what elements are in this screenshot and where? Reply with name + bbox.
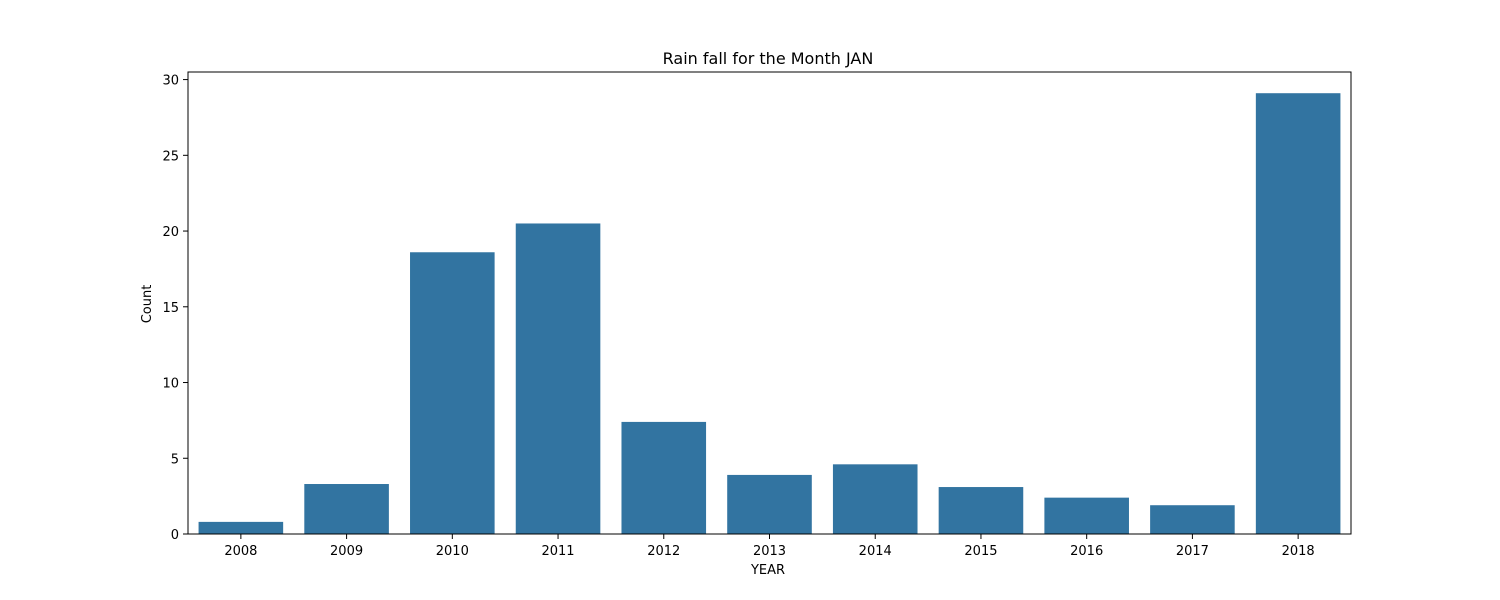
y-tick-label: 30 — [162, 74, 179, 89]
chart-title: Rain fall for the Month JAN — [663, 49, 874, 68]
bar-2009 — [304, 484, 389, 534]
bar-2017 — [1150, 505, 1235, 534]
x-axis-ticks: 2008 2009 2010 2011 2012 2013 2014 2015 2016 2017… — [224, 534, 1314, 559]
x-tick-label: 2009 — [330, 544, 363, 559]
bar-2016 — [1044, 498, 1129, 534]
x-axis-label: YEAR — [750, 563, 785, 578]
y-tick-label: 0 — [171, 528, 179, 543]
x-tick-label: 2012 — [647, 544, 680, 559]
y-tick-label: 10 — [162, 377, 179, 392]
x-tick-label: 2017 — [1176, 544, 1209, 559]
y-tick-label: 15 — [162, 301, 179, 316]
y-tick-label: 5 — [171, 452, 179, 467]
bar-2011 — [516, 223, 601, 534]
x-tick-label: 2011 — [541, 544, 574, 559]
bars-group — [199, 93, 1341, 534]
y-tick-label: 25 — [162, 149, 179, 164]
bar-2014 — [833, 464, 918, 534]
y-axis-label: Count — [140, 285, 155, 324]
bar-2010 — [410, 252, 495, 534]
plot-frame — [188, 72, 1351, 534]
y-tick-label: 20 — [162, 225, 179, 240]
bar-2018 — [1256, 93, 1341, 534]
x-tick-label: 2013 — [753, 544, 786, 559]
bar-2008 — [199, 522, 284, 534]
bar-2012 — [621, 422, 706, 534]
x-tick-label: 2015 — [964, 544, 997, 559]
x-tick-label: 2010 — [436, 544, 469, 559]
x-tick-label: 2016 — [1070, 544, 1103, 559]
bar-2015 — [939, 487, 1024, 534]
bar-2013 — [727, 475, 812, 534]
x-tick-label: 2008 — [224, 544, 257, 559]
y-axis-ticks: 0 5 10 15 20 25 30 — [162, 74, 188, 543]
x-tick-label: 2014 — [859, 544, 892, 559]
x-tick-label: 2018 — [1282, 544, 1315, 559]
